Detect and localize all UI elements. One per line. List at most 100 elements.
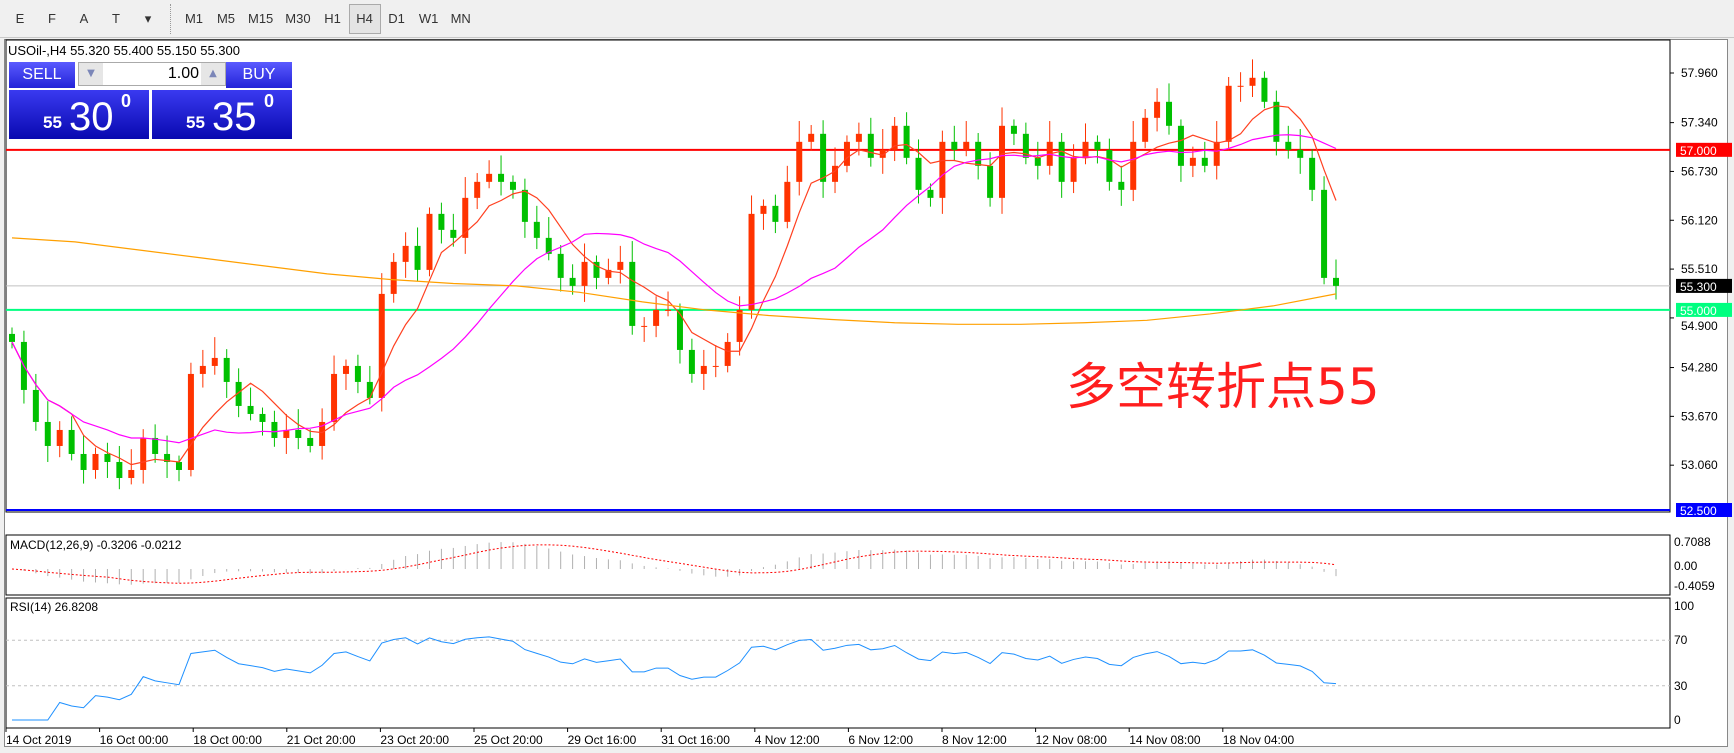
candle-body (56, 429, 63, 446)
candle-body (867, 133, 874, 158)
rsi-tick-label: 100 (1674, 599, 1694, 613)
candle-body (1333, 277, 1339, 286)
candle-body (438, 213, 445, 230)
toolbar-separator (170, 3, 172, 34)
candle-body (820, 133, 827, 182)
arrows-dropdown-icon[interactable]: ▾ (144, 10, 152, 26)
timeframe-m5[interactable]: M5 (216, 11, 236, 26)
candle-body (1225, 85, 1232, 142)
buy-button[interactable]: BUY (226, 62, 292, 88)
candle-body (271, 421, 278, 438)
sell-price[interactable]: 55 30 0 (9, 90, 149, 139)
candle-body (44, 421, 51, 446)
price-label-bg (1676, 503, 1732, 517)
candle-body (629, 261, 636, 326)
candle-body (569, 277, 576, 286)
timeframe-m15[interactable]: M15 (248, 11, 274, 26)
sell-button[interactable]: SELL (9, 62, 75, 88)
time-tick-label: 29 Oct 16:00 (568, 733, 637, 747)
candle-body (772, 205, 779, 222)
candle-body (1213, 141, 1220, 166)
rsi-tick-label: 30 (1674, 679, 1688, 693)
candle-body (951, 141, 958, 150)
ma-fast-line (11, 105, 1337, 466)
candle-body (843, 141, 850, 166)
fibonacci-fan-icon[interactable]: F (48, 11, 56, 26)
candle-body (199, 365, 206, 374)
timeframe-m30[interactable]: M30 (285, 11, 311, 26)
lot-increase-button[interactable]: ▲ (201, 63, 225, 85)
candle-body (712, 365, 719, 367)
candle-body (211, 357, 218, 366)
candle-body (104, 453, 111, 462)
time-tick-label: 8 Nov 12:00 (942, 733, 1007, 747)
candle-body (1285, 141, 1292, 150)
candle-body (1058, 141, 1065, 182)
time-tick-label: 21 Oct 20:00 (287, 733, 356, 747)
candle-body (9, 333, 15, 342)
text-label-icon[interactable]: T (112, 11, 120, 26)
chart-window[interactable] (4, 39, 1728, 747)
candle-body (68, 429, 75, 454)
timeframe-h4[interactable]: H4 (348, 3, 381, 34)
symbol-info: USOil-,H4 55.320 55.400 55.150 55.300 (8, 43, 241, 58)
candle-body (378, 293, 385, 398)
time-tick-label: 23 Oct 20:00 (380, 733, 449, 747)
candle-body (581, 261, 588, 286)
timeframe-m1[interactable]: M1 (184, 11, 204, 26)
lot-size-input[interactable]: ▼ 1.00 ▲ (78, 62, 226, 86)
price-tick-label: 54.900 (1681, 319, 1718, 333)
candle-body (259, 413, 266, 422)
text-icon[interactable]: A (79, 11, 89, 26)
price-tick-label: 53.060 (1681, 458, 1718, 472)
candle-body (533, 221, 540, 238)
timeframe-w1[interactable]: W1 (418, 11, 439, 26)
candle-body (128, 469, 135, 478)
lot-value[interactable]: 1.00 (167, 65, 199, 82)
timeframe-mn[interactable]: MN (450, 11, 471, 26)
candle-body (1201, 157, 1208, 166)
horizontal-line-label: 55.000 (1680, 304, 1717, 318)
candle-body (1142, 117, 1149, 142)
current-price-bg (1676, 278, 1732, 293)
candle-body (915, 157, 922, 190)
candle-body (462, 197, 469, 238)
candle-body (366, 381, 373, 398)
candle-body (724, 341, 731, 366)
lot-decrease-button[interactable]: ▼ (79, 63, 103, 85)
rsi-tick-label: 70 (1674, 633, 1688, 647)
rsi-panel (5, 597, 1671, 729)
candle-body (1297, 149, 1304, 158)
time-tick-label: 18 Nov 04:00 (1223, 733, 1295, 747)
fibonacci-expansion-icon[interactable]: E (15, 11, 25, 26)
horizontal-line-label: 52.500 (1680, 504, 1717, 518)
price-tick-label: 57.340 (1681, 116, 1718, 130)
candle-body (653, 309, 660, 326)
sell-price-main: 30 (69, 95, 114, 139)
candle-body (521, 189, 528, 222)
candle-body (32, 389, 39, 422)
candle-body (152, 437, 159, 454)
timeframe-h1[interactable]: H1 (324, 11, 341, 26)
candle-body (605, 269, 612, 278)
candle-body (999, 125, 1006, 198)
candle-body (1070, 157, 1077, 182)
time-tick-label: 16 Oct 00:00 (100, 733, 169, 747)
time-tick-label: 14 Nov 08:00 (1129, 733, 1201, 747)
candle-body (426, 213, 433, 270)
candle-body (1237, 85, 1244, 87)
candle-body (1010, 125, 1017, 134)
candle-body (975, 141, 982, 166)
candle-body (796, 141, 803, 182)
buy-price[interactable]: 55 35 0 (152, 90, 292, 139)
candle-body (402, 245, 409, 262)
price-label-bg (1676, 302, 1732, 317)
candle-body (927, 189, 934, 198)
macd-tick-label: -0.4059 (1674, 579, 1715, 593)
candle-body (247, 405, 254, 414)
timeframe-d1[interactable]: D1 (388, 11, 405, 26)
candle-body (545, 237, 552, 254)
toolbar: E F A T ▾ M1 M5 M15 M30 H1 H4 D1 W1 MN (0, 0, 1734, 38)
rsi-label: RSI(14) 26.8208 (10, 600, 99, 614)
